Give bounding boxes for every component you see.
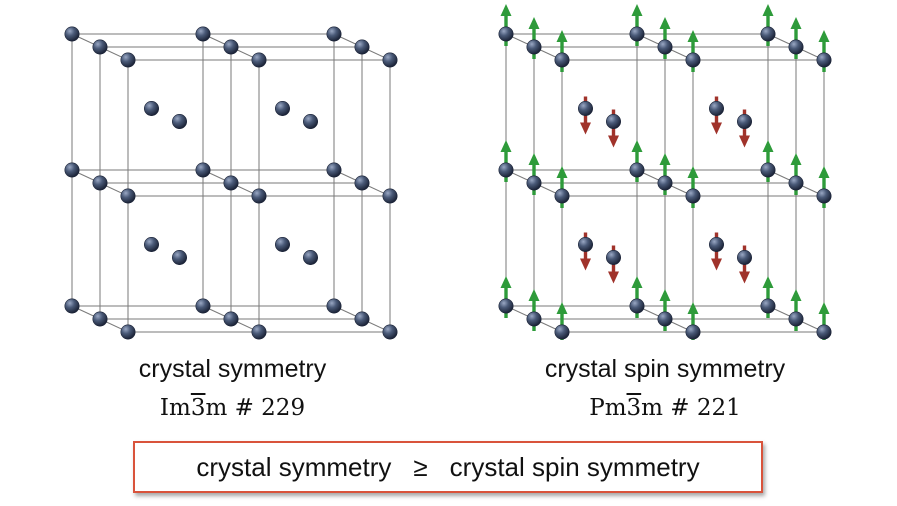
corner-atom [685, 188, 701, 204]
corner-atom [195, 26, 211, 42]
corner-atom [120, 52, 136, 68]
corner-atom [816, 52, 832, 68]
corner-atom [92, 39, 108, 55]
body-center-atom [708, 101, 724, 117]
corner-atom [816, 188, 832, 204]
antiferromagnetic-lattice-diagram [498, 4, 832, 340]
right-group-prefix: Pm [589, 395, 627, 421]
body-center-atom [605, 250, 621, 266]
corner-atom [223, 311, 239, 327]
bcc-lattice-diagram [64, 26, 398, 340]
corner-atom [629, 162, 645, 178]
corner-atom [498, 26, 514, 42]
corner-atom [816, 324, 832, 340]
corner-atom [223, 39, 239, 55]
corner-atom [788, 311, 804, 327]
corner-atom [498, 162, 514, 178]
corner-atoms [498, 4, 832, 340]
body-center-atom [302, 250, 318, 266]
body-center-atom [302, 114, 318, 130]
corner-atom [223, 175, 239, 191]
symmetry-inequality-box: crystal symmetry ≥ crystal spin symmetry [133, 441, 763, 493]
corner-atom [64, 26, 80, 42]
corner-atom [760, 298, 776, 314]
corner-atom [354, 39, 370, 55]
corner-atom [120, 324, 136, 340]
body-center-atom [274, 101, 290, 117]
corner-atom [657, 39, 673, 55]
right-caption: crystal spin symmetry [544, 355, 786, 383]
corner-atom [382, 188, 398, 204]
greater-equal-symbol: ≥ [413, 451, 428, 482]
corner-atom [788, 175, 804, 191]
corner-atom [354, 311, 370, 327]
body-center-atom [172, 250, 188, 266]
left-space-group: Im3m # 229 [90, 395, 375, 421]
corner-atoms [64, 26, 398, 340]
corner-atom [760, 162, 776, 178]
corner-atom [382, 52, 398, 68]
corner-atom [251, 188, 267, 204]
corner-atom [629, 298, 645, 314]
center-atoms [144, 101, 318, 266]
body-center-atom [577, 101, 593, 117]
corner-atom [526, 175, 542, 191]
left-group-prefix: Im [159, 395, 191, 421]
left-caption: crystal symmetry [138, 355, 327, 383]
corner-atom [657, 311, 673, 327]
corner-atom [64, 162, 80, 178]
corner-atom [92, 311, 108, 327]
body-center-atom [144, 237, 160, 253]
corner-atom [195, 162, 211, 178]
body-center-atom [274, 237, 290, 253]
corner-atom [326, 26, 342, 42]
corner-atom [354, 175, 370, 191]
corner-atom [760, 26, 776, 42]
corner-atom [251, 52, 267, 68]
body-center-atom [577, 237, 593, 253]
corner-atom [685, 324, 701, 340]
corner-atom [195, 298, 211, 314]
corner-atom [251, 324, 267, 340]
right-group-suffix: m # 221 [641, 395, 741, 421]
left-group-suffix: m # 229 [205, 395, 306, 421]
corner-atom [120, 188, 136, 204]
corner-atom [657, 175, 673, 191]
corner-atom [788, 39, 804, 55]
corner-atom [326, 298, 342, 314]
body-center-atom [605, 114, 621, 130]
inequality-left: crystal symmetry [196, 451, 392, 482]
corner-atom [526, 311, 542, 327]
body-center-atom [736, 114, 752, 130]
right-space-group: Pm3m # 221 [505, 395, 825, 421]
corner-atom [554, 52, 570, 68]
corner-atom [498, 298, 514, 314]
lattice-scene [64, 4, 832, 340]
right-group-bar: 3 [626, 395, 642, 421]
body-center-atom [172, 114, 188, 130]
inequality-right: crystal spin symmetry [449, 451, 700, 482]
body-center-atom [736, 250, 752, 266]
corner-atom [326, 162, 342, 178]
corner-atom [526, 39, 542, 55]
corner-atom [629, 26, 645, 42]
body-center-atom [144, 101, 160, 117]
corner-atom [685, 52, 701, 68]
body-center-atom [708, 237, 724, 253]
corner-atom [92, 175, 108, 191]
corner-atom [554, 324, 570, 340]
left-group-bar: 3 [190, 395, 206, 421]
corner-atom [64, 298, 80, 314]
corner-atom [382, 324, 398, 340]
center-atoms [577, 96, 752, 284]
corner-atom [554, 188, 570, 204]
